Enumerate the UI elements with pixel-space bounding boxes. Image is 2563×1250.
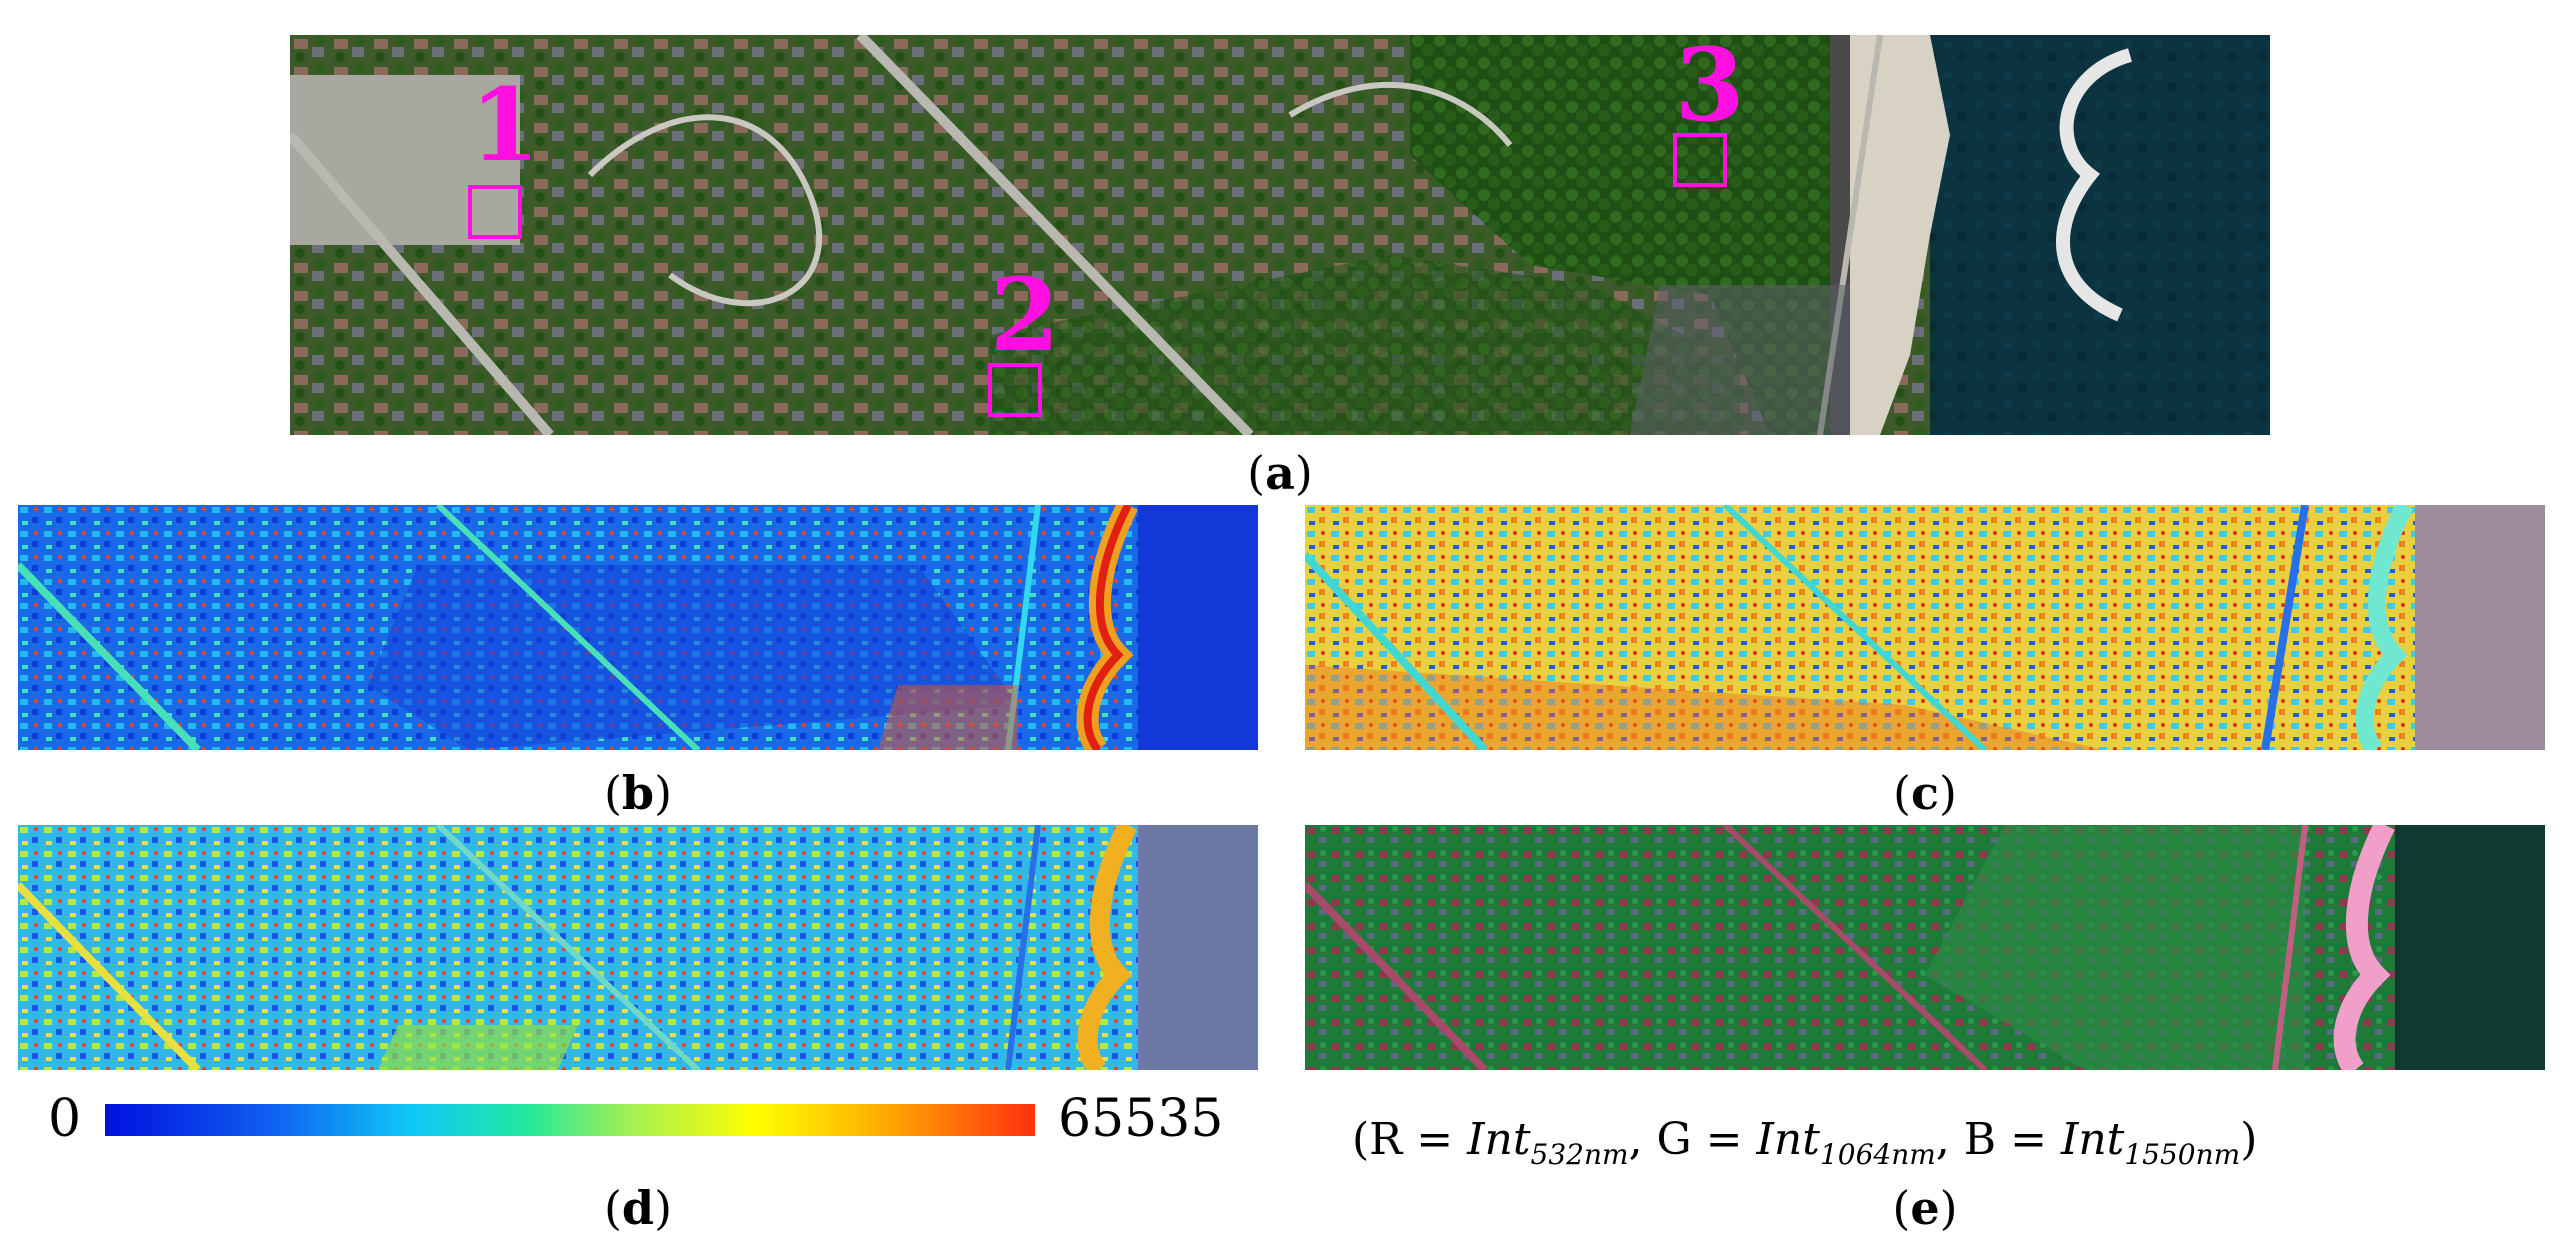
intensity-map-c-graphic <box>1305 505 2545 750</box>
region-box-1 <box>468 185 522 239</box>
caption-e: (e) <box>1892 1181 1958 1235</box>
panel-b-intensity-map <box>18 505 1258 750</box>
panel-d-intensity-map <box>18 825 1258 1070</box>
caption-a: (a) <box>1247 446 1313 500</box>
marker-label-3: 3 <box>1675 35 1745 144</box>
caption-b: (b) <box>603 766 673 820</box>
false-color-composite-graphic <box>1305 825 2545 1070</box>
colorbar-max-label: 65535 <box>1058 1089 1224 1149</box>
caption-d: (d) <box>603 1181 673 1235</box>
region-box-2 <box>988 363 1042 417</box>
marker-label-2: 2 <box>990 256 1060 374</box>
panel-c-intensity-map <box>1305 505 2545 750</box>
intensity-map-b-graphic <box>18 505 1258 750</box>
marker-label-1: 1 <box>470 66 540 184</box>
panel-e-false-color-composite <box>1305 825 2545 1070</box>
intensity-map-d-graphic <box>18 825 1258 1070</box>
caption-c: (c) <box>1893 766 1957 820</box>
colorbar <box>105 1104 1035 1136</box>
region-box-3 <box>1673 133 1727 187</box>
colorbar-min-label: 0 <box>48 1089 82 1149</box>
panel-a-aerial-image: 1 2 3 <box>290 35 2270 435</box>
aerial-image-graphic <box>290 35 2270 435</box>
channel-mapping-formula: (R = Int532nm, G = Int1064nm, B = Int155… <box>1352 1114 2258 1171</box>
